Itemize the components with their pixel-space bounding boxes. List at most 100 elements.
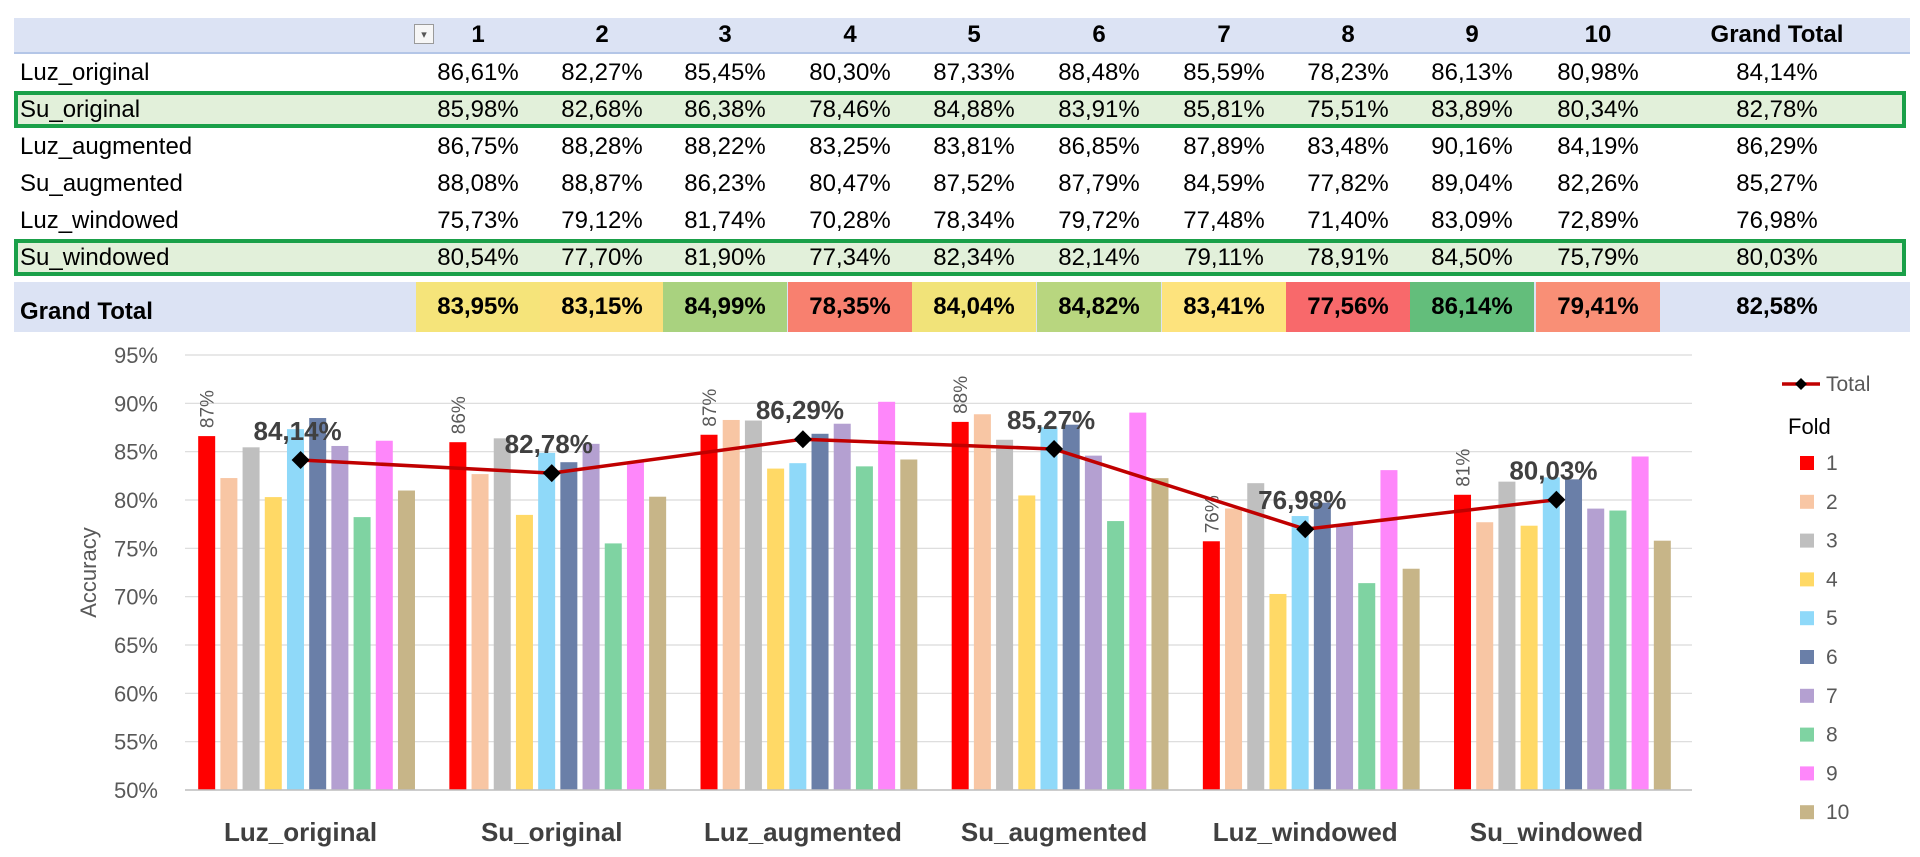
bar bbox=[1336, 524, 1354, 790]
bar bbox=[1084, 455, 1102, 790]
table-cell: 88,87% bbox=[561, 169, 643, 197]
row-highlight-box bbox=[14, 91, 1906, 128]
table-cell: 79,11% bbox=[1184, 243, 1264, 271]
legend-label: 9 bbox=[1826, 762, 1838, 785]
total-data-label: 80,03% bbox=[1509, 456, 1597, 486]
table-cell: 87,52% bbox=[933, 169, 1015, 197]
column-header: 1 bbox=[471, 21, 485, 48]
bar-value-labels: 87% 86% 87% 88% 76% 81% bbox=[198, 376, 1475, 534]
legend-swatch bbox=[1800, 494, 1814, 509]
table-cell: 90,16% bbox=[1431, 132, 1513, 160]
bar bbox=[1269, 593, 1287, 790]
table-cell: 80,30% bbox=[809, 58, 891, 86]
total-marker bbox=[291, 450, 310, 469]
bar bbox=[744, 420, 762, 790]
table-cell: 81,74% bbox=[684, 206, 766, 234]
filter-dropdown-icon[interactable]: ▾ bbox=[414, 24, 434, 44]
row-label: Grand Total bbox=[20, 298, 153, 325]
table-header-row: ▾ 1 2 3 4 5 6 7 8 9 10 Grand Total bbox=[14, 18, 1910, 54]
total-data-label: 85,27% bbox=[1007, 405, 1095, 435]
row-label: Luz_windowed bbox=[20, 206, 179, 234]
bar bbox=[515, 514, 533, 790]
grand-total-cell: 83,41% bbox=[1162, 282, 1286, 332]
table-cell: 80,98% bbox=[1557, 58, 1639, 86]
table-row: Su_augmented 88,08% 88,87% 86,23% 80,47% 87,5… bbox=[14, 165, 1910, 202]
table-cell: 83,25% bbox=[809, 132, 891, 160]
table-cell: 84,14% bbox=[1736, 58, 1818, 86]
bar bbox=[1018, 495, 1036, 790]
legend-swatch bbox=[1800, 611, 1814, 626]
bar bbox=[1454, 494, 1472, 790]
legend-label: 7 bbox=[1826, 685, 1838, 708]
table-cell: 75,51% bbox=[1307, 95, 1389, 123]
table-cell: 83,48% bbox=[1307, 132, 1389, 160]
table-cell: 75,73% bbox=[437, 206, 519, 234]
y-tick-label: 85% bbox=[114, 440, 158, 465]
table-cell: 87,89% bbox=[1183, 132, 1265, 160]
table-cell: 70,28% bbox=[809, 206, 891, 234]
bar bbox=[855, 466, 873, 790]
bar bbox=[331, 445, 349, 790]
legend-swatch bbox=[1800, 572, 1814, 587]
y-tick-label: 55% bbox=[114, 730, 158, 755]
grand-total-cell: 86,14% bbox=[1410, 282, 1534, 332]
total-marker bbox=[1547, 490, 1566, 509]
bar bbox=[538, 452, 556, 790]
table-cell: 80,47% bbox=[809, 169, 891, 197]
legend-label: 2 bbox=[1826, 491, 1838, 514]
table-cell: 86,13% bbox=[1431, 58, 1513, 86]
table-cell: 84,59% bbox=[1183, 169, 1265, 197]
grand-total-row: Grand Total 83,95% 83,15% 84,99% 78,35% 84,04… bbox=[14, 282, 1910, 332]
table-cell: 89,04% bbox=[1431, 169, 1513, 197]
bar-data-label: 86% bbox=[449, 396, 470, 434]
bar bbox=[700, 434, 718, 790]
y-tick-label: 95% bbox=[114, 343, 158, 368]
column-header: 8 bbox=[1341, 21, 1355, 48]
x-tick-label: Su_windowed bbox=[1470, 817, 1643, 847]
column-header: 5 bbox=[967, 21, 981, 48]
table-cell: 86,61% bbox=[437, 58, 519, 86]
total-line-series: 84,14% 82,78% 86,29% 85,27% 76,98% 80,03% bbox=[253, 395, 1598, 539]
legend-label: 3 bbox=[1826, 530, 1838, 553]
table-cell: 76,98% bbox=[1736, 206, 1818, 234]
table-row: Luz_windowed 75,73% 79,12% 81,74% 70,28% 78,3… bbox=[14, 202, 1910, 239]
table-cell: 82,26% bbox=[1557, 169, 1639, 197]
table-cell: 77,82% bbox=[1307, 169, 1389, 197]
bar bbox=[198, 436, 216, 790]
legend-label: 10 bbox=[1826, 801, 1849, 824]
table-cell: 86,23% bbox=[684, 169, 766, 197]
bar bbox=[309, 418, 327, 790]
bar bbox=[1380, 470, 1398, 790]
table-cell: 77,48% bbox=[1183, 206, 1265, 234]
bar bbox=[493, 438, 511, 790]
bar bbox=[878, 401, 896, 790]
grand-total-cell: 77,56% bbox=[1286, 282, 1410, 332]
table-cell: 82,27% bbox=[561, 58, 643, 86]
bar bbox=[767, 468, 785, 790]
bar bbox=[626, 462, 644, 790]
y-axis: 50% 55% 60% 65% 70% 75% 80% 85% 90% 95% Accuracy bbox=[76, 343, 158, 803]
bar bbox=[1291, 516, 1309, 790]
x-tick-label: Su_original bbox=[481, 817, 623, 847]
bar-data-label: 87% bbox=[700, 389, 721, 427]
y-tick-label: 80% bbox=[114, 488, 158, 513]
bar bbox=[1402, 568, 1420, 790]
column-header: 6 bbox=[1092, 21, 1106, 48]
table-cell: 82,14% bbox=[1058, 243, 1140, 271]
y-tick-label: 70% bbox=[114, 585, 158, 610]
y-tick-label: 65% bbox=[114, 633, 158, 658]
legend-label: 6 bbox=[1826, 646, 1838, 669]
y-tick-label: 50% bbox=[114, 778, 158, 803]
grand-total-cell: 83,95% bbox=[416, 282, 540, 332]
table-cell: 86,75% bbox=[437, 132, 519, 160]
pivot-table: ▾ 1 2 3 4 5 6 7 8 9 10 Grand Total Luz_original 86,… bbox=[14, 18, 1910, 332]
bar bbox=[1587, 508, 1605, 790]
row-label: Su_original bbox=[20, 95, 141, 123]
legend-swatch bbox=[1800, 688, 1814, 703]
column-header: 4 bbox=[843, 21, 857, 48]
column-header: 10 bbox=[1584, 21, 1612, 48]
bar bbox=[1202, 541, 1220, 790]
column-header: Grand Total bbox=[1710, 21, 1844, 48]
bar-data-label: 87% bbox=[198, 390, 219, 428]
bar bbox=[1247, 483, 1265, 790]
